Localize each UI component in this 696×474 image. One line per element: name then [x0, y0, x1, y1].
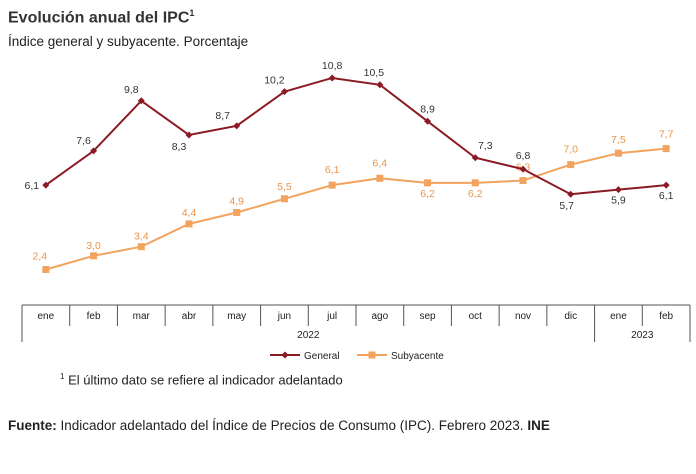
data-label-subyacente: 2,4 [33, 250, 48, 262]
data-point-general [90, 147, 98, 155]
data-label-general: 5,7 [559, 200, 574, 212]
data-label-general: 6,1 [659, 190, 674, 202]
data-label-general: 6,1 [25, 180, 40, 192]
series-line-general [45, 76, 667, 196]
data-point-subyacente [424, 179, 432, 187]
data-label-general: 10,2 [264, 75, 285, 87]
series-line-subyacente [45, 147, 667, 271]
data-point-general [376, 81, 384, 89]
source-text: Indicador adelantado del Índice de Preci… [60, 418, 524, 433]
data-point-subyacente [280, 195, 288, 203]
data-point-general [614, 186, 622, 194]
data-point-general [185, 131, 193, 139]
data-label-subyacente: 7,7 [659, 129, 674, 141]
x-tick-label: sep [420, 311, 437, 322]
data-label-subyacente: 7,0 [563, 144, 578, 156]
data-point-subyacente [185, 220, 193, 228]
data-label-general: 7,3 [478, 140, 493, 152]
data-label-general: 9,8 [124, 84, 139, 96]
data-label-subyacente: 6,1 [325, 164, 340, 176]
source-label: Fuente: [8, 418, 57, 433]
data-point-subyacente [376, 174, 384, 182]
legend-label-general: General [304, 351, 340, 362]
legend-marker-general [281, 351, 289, 359]
data-label-subyacente: 4,9 [229, 195, 244, 207]
data-label-general: 5,9 [611, 195, 626, 207]
data-label-general: 8,7 [215, 110, 230, 122]
data-point-general [662, 181, 670, 189]
chart-title-text: Evolución anual del IPC [8, 9, 190, 27]
source-org: INE [527, 418, 550, 433]
chart-title: Evolución anual del IPC1 [8, 8, 194, 27]
x-tick-label: feb [659, 311, 673, 322]
data-label-general: 6,8 [516, 150, 531, 162]
source-line: Fuente: Indicador adelantado del Índice … [8, 418, 550, 433]
x-tick-label: ago [372, 311, 389, 322]
data-label-subyacente: 3,0 [86, 240, 101, 252]
data-label-general: 10,5 [364, 67, 385, 79]
footnote: 1 El último dato se refiere al indicador… [60, 372, 343, 387]
footnote-text: El último dato se refiere al indicador a… [68, 372, 343, 388]
data-point-subyacente [662, 145, 670, 153]
x-tick-label: jul [326, 311, 337, 322]
x-tick-label: jun [277, 311, 291, 322]
x-tick-label: ene [38, 311, 55, 322]
data-point-general [280, 88, 288, 96]
year-group-label: 2022 [297, 330, 320, 341]
data-label-subyacente: 3,4 [134, 231, 149, 243]
data-point-subyacente [567, 161, 575, 169]
data-point-general [567, 190, 575, 198]
data-point-general [471, 154, 479, 162]
x-tick-label: oct [469, 311, 483, 322]
x-tick-label: may [227, 311, 246, 322]
data-label-subyacente: 6,2 [468, 188, 483, 200]
data-point-general [137, 97, 145, 105]
x-tick-label: abr [182, 311, 197, 322]
data-point-subyacente [471, 179, 479, 187]
data-point-subyacente [519, 177, 527, 185]
legend-label-subyacente: Subyacente [391, 351, 444, 362]
data-label-general: 7,6 [76, 135, 91, 147]
data-label-subyacente: 5,5 [277, 181, 292, 193]
data-point-subyacente [42, 265, 50, 273]
data-label-general: 8,9 [420, 103, 435, 115]
chart-subtitle: Índice general y subyacente. Porcentaje [8, 34, 249, 49]
legend-marker-subyacente [368, 351, 376, 359]
x-tick-label: mar [133, 311, 151, 322]
data-point-general [328, 74, 336, 82]
x-tick-label: dic [564, 311, 577, 322]
data-point-general [233, 122, 241, 130]
data-point-subyacente [614, 149, 622, 157]
title-footnote-mark: 1 [189, 8, 195, 18]
data-point-general [42, 181, 50, 189]
data-point-subyacente [233, 208, 241, 216]
data-point-subyacente [90, 252, 98, 260]
year-group-label: 2023 [631, 330, 654, 341]
data-label-general: 10,8 [322, 60, 343, 72]
data-point-general [424, 117, 432, 125]
data-label-subyacente: 6,2 [420, 188, 435, 200]
data-point-general [519, 165, 527, 173]
x-tick-label: nov [515, 311, 531, 322]
footnote-mark: 1 [60, 372, 65, 381]
data-label-subyacente: 7,5 [611, 134, 626, 146]
x-tick-label: ene [610, 311, 627, 322]
data-label-subyacente: 4,4 [182, 207, 197, 219]
data-label-subyacente: 6,4 [373, 157, 388, 169]
data-point-subyacente [328, 181, 336, 189]
data-label-general: 8,3 [172, 141, 187, 153]
x-tick-label: feb [87, 311, 101, 322]
data-point-subyacente [137, 243, 145, 251]
